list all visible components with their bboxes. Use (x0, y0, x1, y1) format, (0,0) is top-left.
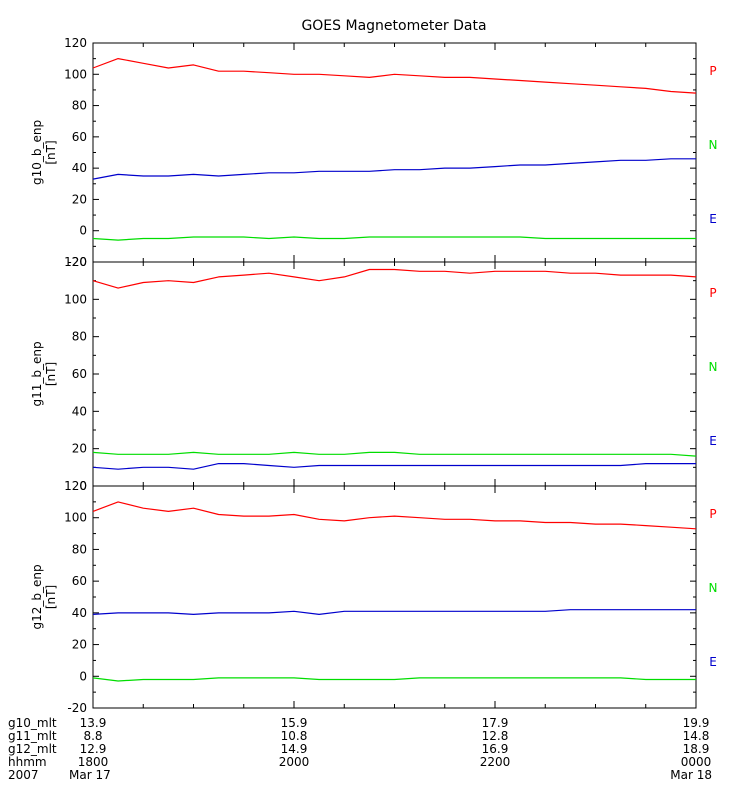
y-axis-label: g10_b_enp (30, 120, 44, 185)
y-tick-label: 20 (72, 192, 87, 206)
y-axis-unit: [nT] (44, 140, 58, 164)
y-axis-label: g12_b_enp (30, 564, 44, 629)
series-line-n (92, 451, 697, 457)
y-tick-label: 0 (79, 669, 87, 683)
y-tick-label: 0 (79, 224, 87, 238)
series-label-e: E (709, 655, 717, 669)
panel-3: -20 0 20 40 60 80 100 120 g12_b_enp [nT] P N E (30, 479, 717, 715)
y-tick-label: -20 (67, 701, 87, 715)
series-label-p: P (709, 286, 716, 300)
y-tick-label: 80 (72, 99, 87, 113)
y-tick-label: 40 (72, 404, 87, 418)
y-tick-label: 20 (72, 638, 87, 652)
footer-value: 15.9 (281, 716, 308, 730)
footer-value: 12.8 (482, 729, 509, 743)
y-tick-label: 120 (64, 255, 87, 269)
footer-value: 2200 (480, 755, 511, 769)
series-line-n (92, 677, 696, 682)
footer-value: 13.9 (80, 716, 107, 730)
series-label-n: N (709, 360, 718, 374)
footer-value: 16.9 (482, 742, 509, 756)
series-label-e: E (709, 212, 717, 226)
series-label-n: N (709, 581, 718, 595)
y-tick-label: 60 (72, 367, 87, 381)
footer-value: 8.8 (83, 729, 102, 743)
panel-1: -20 0 20 40 60 80 100 120 g10_b_enp [nT] P N E (30, 36, 717, 269)
y-tick-label: 100 (64, 292, 87, 306)
y-tick-label: 80 (72, 330, 87, 344)
series-line-e (92, 609, 696, 616)
footer-value: 10.8 (281, 729, 308, 743)
series-line-e (92, 158, 696, 180)
footer-value: 2000 (279, 755, 310, 769)
footer-row-label: g12_mlt (8, 742, 57, 756)
y-tick-label: 40 (72, 161, 87, 175)
chart-title: GOES Magnetometer Data (301, 18, 486, 34)
series-line-p (92, 57, 697, 94)
series-line-p (92, 501, 697, 530)
footer-value: 18.9 (683, 742, 710, 756)
y-tick-label: 20 (72, 442, 87, 456)
series-label-e: E (709, 434, 717, 448)
y-tick-label: 80 (72, 542, 87, 556)
y-axis-unit: [nT] (44, 585, 58, 609)
footer-value: Mar 17 (69, 768, 111, 782)
y-tick-label: 60 (72, 574, 87, 588)
y-axis-label: g11_b_enp (30, 341, 44, 406)
panel-frame (92, 485, 697, 709)
footer-row-label: hhmm (8, 755, 47, 769)
footer-value: 14.9 (281, 742, 308, 756)
footer-value: 0000 (681, 755, 712, 769)
series-line-n (92, 236, 696, 241)
footer-value: 19.9 (683, 716, 710, 730)
y-axis-unit: [nT] (44, 362, 58, 386)
series-label-p: P (709, 64, 716, 78)
y-tick-label: 40 (72, 606, 87, 620)
panel-2: 0 20 40 60 80 100 120 g11_b_enp [nT] P N E (30, 255, 717, 493)
series-line-e (92, 463, 696, 470)
y-tick-label: -20 (67, 255, 87, 269)
footer-row-label: g10_mlt (8, 716, 57, 730)
footer-value: 1800 (78, 755, 109, 769)
footer-row-label: g11_mlt (8, 729, 57, 743)
footer-value: 14.8 (683, 729, 710, 743)
panel-frame (92, 42, 697, 263)
footer-row-label: 2007 (8, 768, 39, 782)
footer-value: Mar 18 (670, 768, 712, 782)
series-line-p (92, 268, 697, 289)
y-tick-label: 100 (64, 511, 87, 525)
y-tick-label: 120 (64, 479, 87, 493)
y-tick-label: 60 (72, 130, 87, 144)
y-tick-label: 0 (79, 479, 87, 493)
footer-value: 17.9 (482, 716, 509, 730)
series-label-n: N (709, 138, 718, 152)
y-tick-label: 120 (64, 36, 87, 50)
footer-value: 12.9 (80, 742, 107, 756)
y-tick-label: 100 (64, 67, 87, 81)
series-label-p: P (709, 507, 716, 521)
